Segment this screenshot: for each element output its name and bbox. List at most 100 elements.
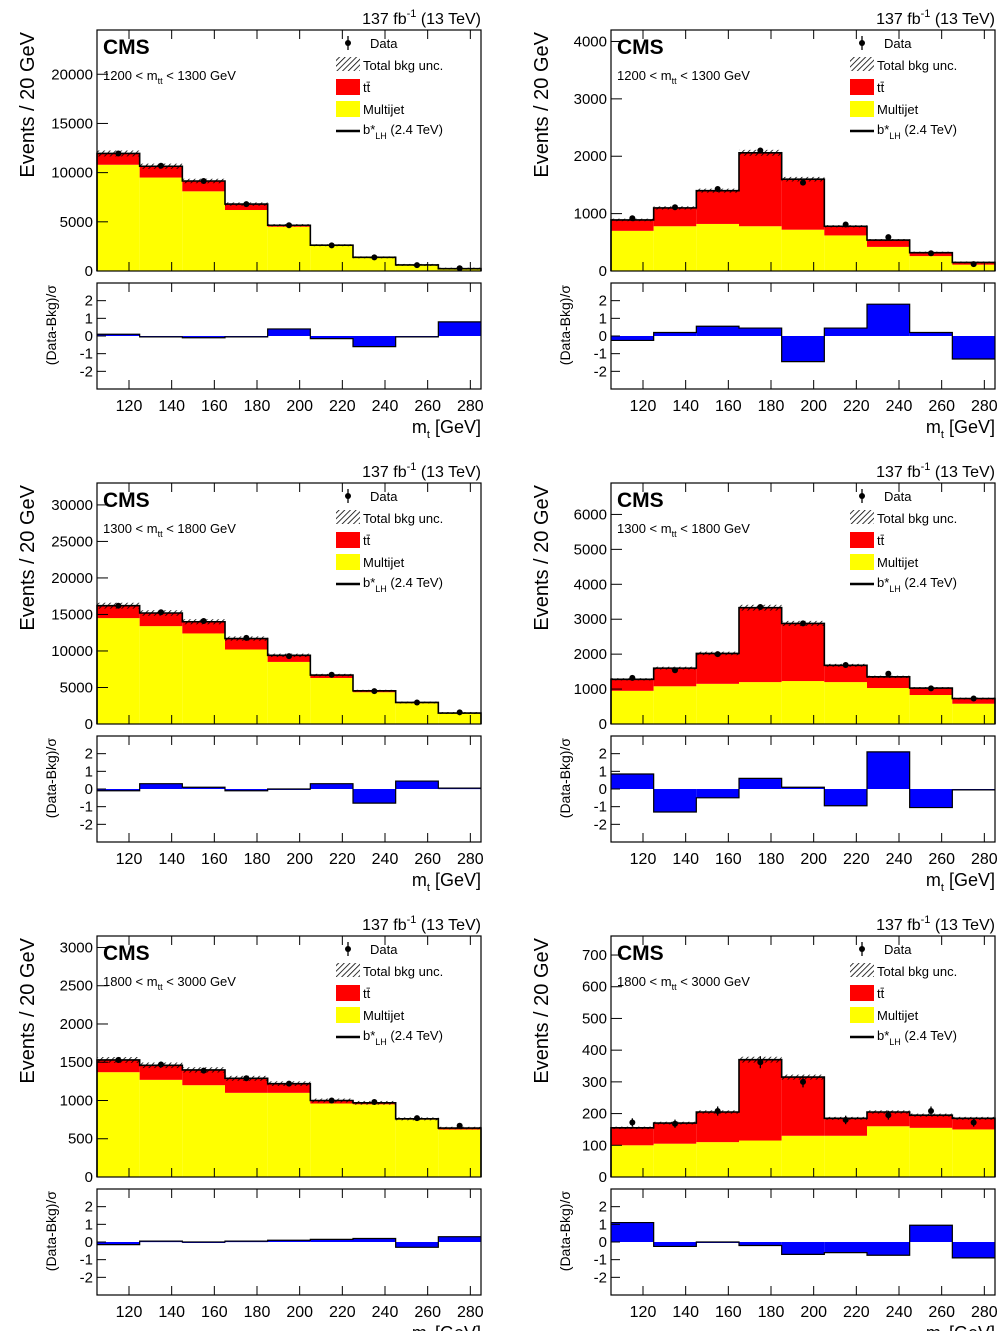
data-point [672,667,678,674]
multijet-bar [781,1135,825,1177]
legend-multijet-label: Multijet [877,1008,919,1023]
lumi-label: 137 fb-1 (13 TeV) [876,461,995,481]
y-tick-label: 2500 [60,978,93,995]
data-point [629,215,636,222]
data-point [414,1115,420,1122]
data-point [714,651,721,658]
region-label-part: < 3000 GeV [677,974,751,989]
y-tick-label: 30000 [51,497,93,514]
data-point [842,661,849,668]
legend-signal-label: b*LH (2.4 TeV) [877,1028,957,1047]
legend-unc-label: Total bkg unc. [877,511,957,526]
multijet-bar [952,264,995,271]
lumi-label: 137 fb-1 (13 TeV) [876,914,995,934]
x-axis-label: mt [GeV] [926,1323,995,1331]
multijet-bar [653,226,697,271]
x-tick-label: 280 [457,851,484,868]
legend-unc-label: Total bkg unc. [363,58,443,73]
bkg-unc-band [867,675,910,679]
data-point [200,177,207,184]
x-tick-label: 240 [886,1304,913,1321]
x-tick-label: 140 [158,851,185,868]
x-axis-label: mt [GeV] [926,417,995,441]
legend-signal-label: b*LH (2.4 TeV) [877,122,957,141]
x-tick-label: 240 [372,851,399,868]
legend-signal-label-part: LH [375,131,387,141]
data-point [158,162,164,169]
legend-multijet-swatch [336,1007,360,1023]
x-axis-label-part: t [427,429,430,441]
region-label-part: 1200 < m [617,68,672,83]
y-axis-label: Events / 20 GeV [531,31,553,177]
pull-bar [310,336,353,339]
legend-signal-label-part: LH [889,131,901,141]
pull-y-tick-label: -1 [594,799,607,816]
pull-y-tick-label: -1 [80,346,93,363]
region-label-part: tt [672,982,678,992]
multijet-bar [867,688,910,724]
pull-y-tick-label: 0 [85,328,93,345]
legend-data-marker [345,40,351,46]
y-tick-label: 25000 [51,533,93,550]
pull-bar [225,789,268,791]
x-tick-label: 160 [715,851,742,868]
region-label-part: 1300 < m [103,521,158,536]
legend-ttbar-swatch [850,532,874,548]
y-tick-label: 500 [68,1131,93,1148]
main-frame [96,935,482,1178]
ttbar-bar [867,240,910,247]
data-point [842,221,849,228]
data-point [842,1116,849,1123]
data-point [757,147,764,154]
ttbar-bar [739,1059,782,1141]
pull-bar [739,778,782,789]
data-point [286,222,292,229]
data-point [800,1078,806,1085]
x-tick-label: 260 [414,851,441,868]
lumi-label-part: -1 [407,8,417,20]
data-point [970,1119,977,1126]
pull-y-tick-label: -2 [80,363,93,380]
y-tick-label: 0 [85,1169,93,1186]
x-tick-label: 200 [800,398,827,415]
pull-outline [611,751,995,813]
x-tick-label: 180 [244,398,271,415]
y-axis-label: Events / 20 GeV [531,937,553,1083]
multijet-bar [909,1127,953,1177]
legend-unc-swatch [850,57,874,71]
y-axis-label: Events / 20 GeV [17,484,39,630]
ttbar-bar [696,190,739,224]
data-point [200,618,207,625]
legend-multijet-label: Multijet [877,102,919,117]
data-point [115,1056,122,1063]
legend-signal-label-part: b* [877,575,889,590]
x-tick-label: 140 [672,851,699,868]
x-tick-label: 180 [758,1304,785,1321]
x-tick-label: 200 [800,1304,827,1321]
x-axis-label-part: t [941,882,944,894]
pull-bar [653,332,697,336]
x-tick-label: 180 [244,851,271,868]
multijet-bar [739,226,782,271]
legend-unc-label: Total bkg unc. [363,511,443,526]
legend-ttbar-label: tt̄ [877,533,885,548]
data-point [885,1112,892,1119]
x-axis-label-part: m [412,1323,427,1331]
pull-bar [653,1242,697,1247]
data-point [456,265,463,272]
x-tick-label: 260 [928,1304,955,1321]
pull-bar [611,1222,654,1242]
x-tick-label: 260 [928,851,955,868]
lumi-label-part: -1 [407,914,417,926]
main-frame [610,482,996,725]
x-tick-label: 280 [457,1304,484,1321]
lumi-label-part: (13 TeV) [930,11,995,28]
region-label-part: tt [158,76,164,86]
pull-bar [267,328,311,336]
lumi-label-part: (13 TeV) [416,917,481,934]
data-point [757,1059,764,1066]
y-tick-label: 15000 [51,606,93,623]
pull-y-tick-label: 1 [599,310,607,327]
region-label: 1300 < mtt < 1800 GeV [103,521,236,539]
